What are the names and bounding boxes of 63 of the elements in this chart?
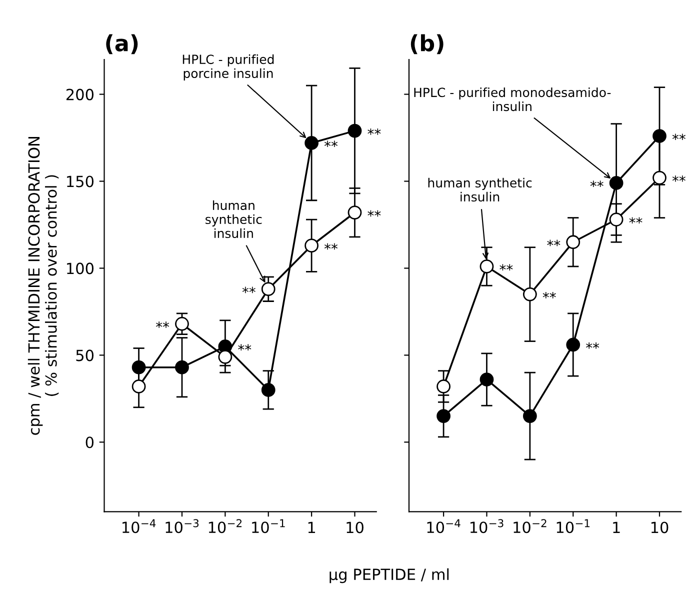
annotation: ** [324,140,338,148]
annotation: ** [500,264,513,270]
point [218,350,232,364]
point [304,136,319,150]
annotation: HPLC - purified porcine insulin [182,54,274,80]
annotation: ** [368,128,381,135]
point [132,360,146,374]
point [652,129,666,143]
x-tick-label: 10$^{−2}$ [514,519,546,534]
y-tick-label: 100 [67,262,94,274]
x-tick-label: 10$^{−1}$ [556,519,590,534]
point [480,260,494,274]
point [175,360,189,374]
y-tick-label: 200 [66,88,94,100]
point [304,238,319,253]
x-tick-label: 1 [308,522,316,534]
annotation: ** [586,342,600,349]
point [609,212,624,226]
x-tick-label: 10 [651,522,668,534]
annotation: ** [156,322,170,328]
point [480,372,494,386]
annotation: ** [672,175,686,182]
point [132,380,146,394]
x-tick-label: 10$^{−4}$ [122,519,156,534]
point [566,235,580,250]
point [609,176,624,190]
point [436,409,450,423]
annotation: ** [238,344,252,350]
point [652,170,666,185]
x-tick-label: 10$^{−3}$ [470,519,504,534]
x-tick-label: 10$^{−2}$ [208,519,242,534]
point [348,206,362,220]
annotation: ** [547,240,560,246]
y-axis-title: cpm / well THYMIDINE INCORPORATION ( % stimulation over control ) [28,137,59,435]
annotation: ** [324,243,338,250]
annotation: ** [629,217,642,224]
y-tick-label: 50 [76,350,94,362]
chart-title: (a) [106,34,138,54]
annotation: human synthetic insulin [428,178,532,202]
point [261,383,276,397]
x-tick-label: 10$^{−1}$ [252,519,285,534]
x-tick-label: 1 [613,522,620,534]
y-tick-label: 0 [86,436,94,448]
y-tick-label: 150 [67,176,94,188]
x-tick-label: 10$^{−3}$ [166,519,199,534]
x-axis-title: µg PEPTIDE / ml [330,568,449,584]
point [436,380,450,394]
annotation: ** [590,180,604,188]
point [566,338,580,352]
point [175,316,189,331]
annotation: ** [368,210,381,217]
annotation: ** [242,286,256,294]
point [348,124,362,138]
x-tick-label: 10$^{−4}$ [427,519,460,534]
annotation: ** [542,292,556,298]
point [522,409,537,423]
point [261,282,276,296]
chart-title: (b) [410,34,444,54]
x-tick-label: 10 [346,522,364,534]
annotation: HPLC - purified monodesamido- insulin [414,87,611,112]
annotation: ** [672,134,686,140]
annotation: human synthetic insulin [206,200,262,238]
point [522,287,537,302]
